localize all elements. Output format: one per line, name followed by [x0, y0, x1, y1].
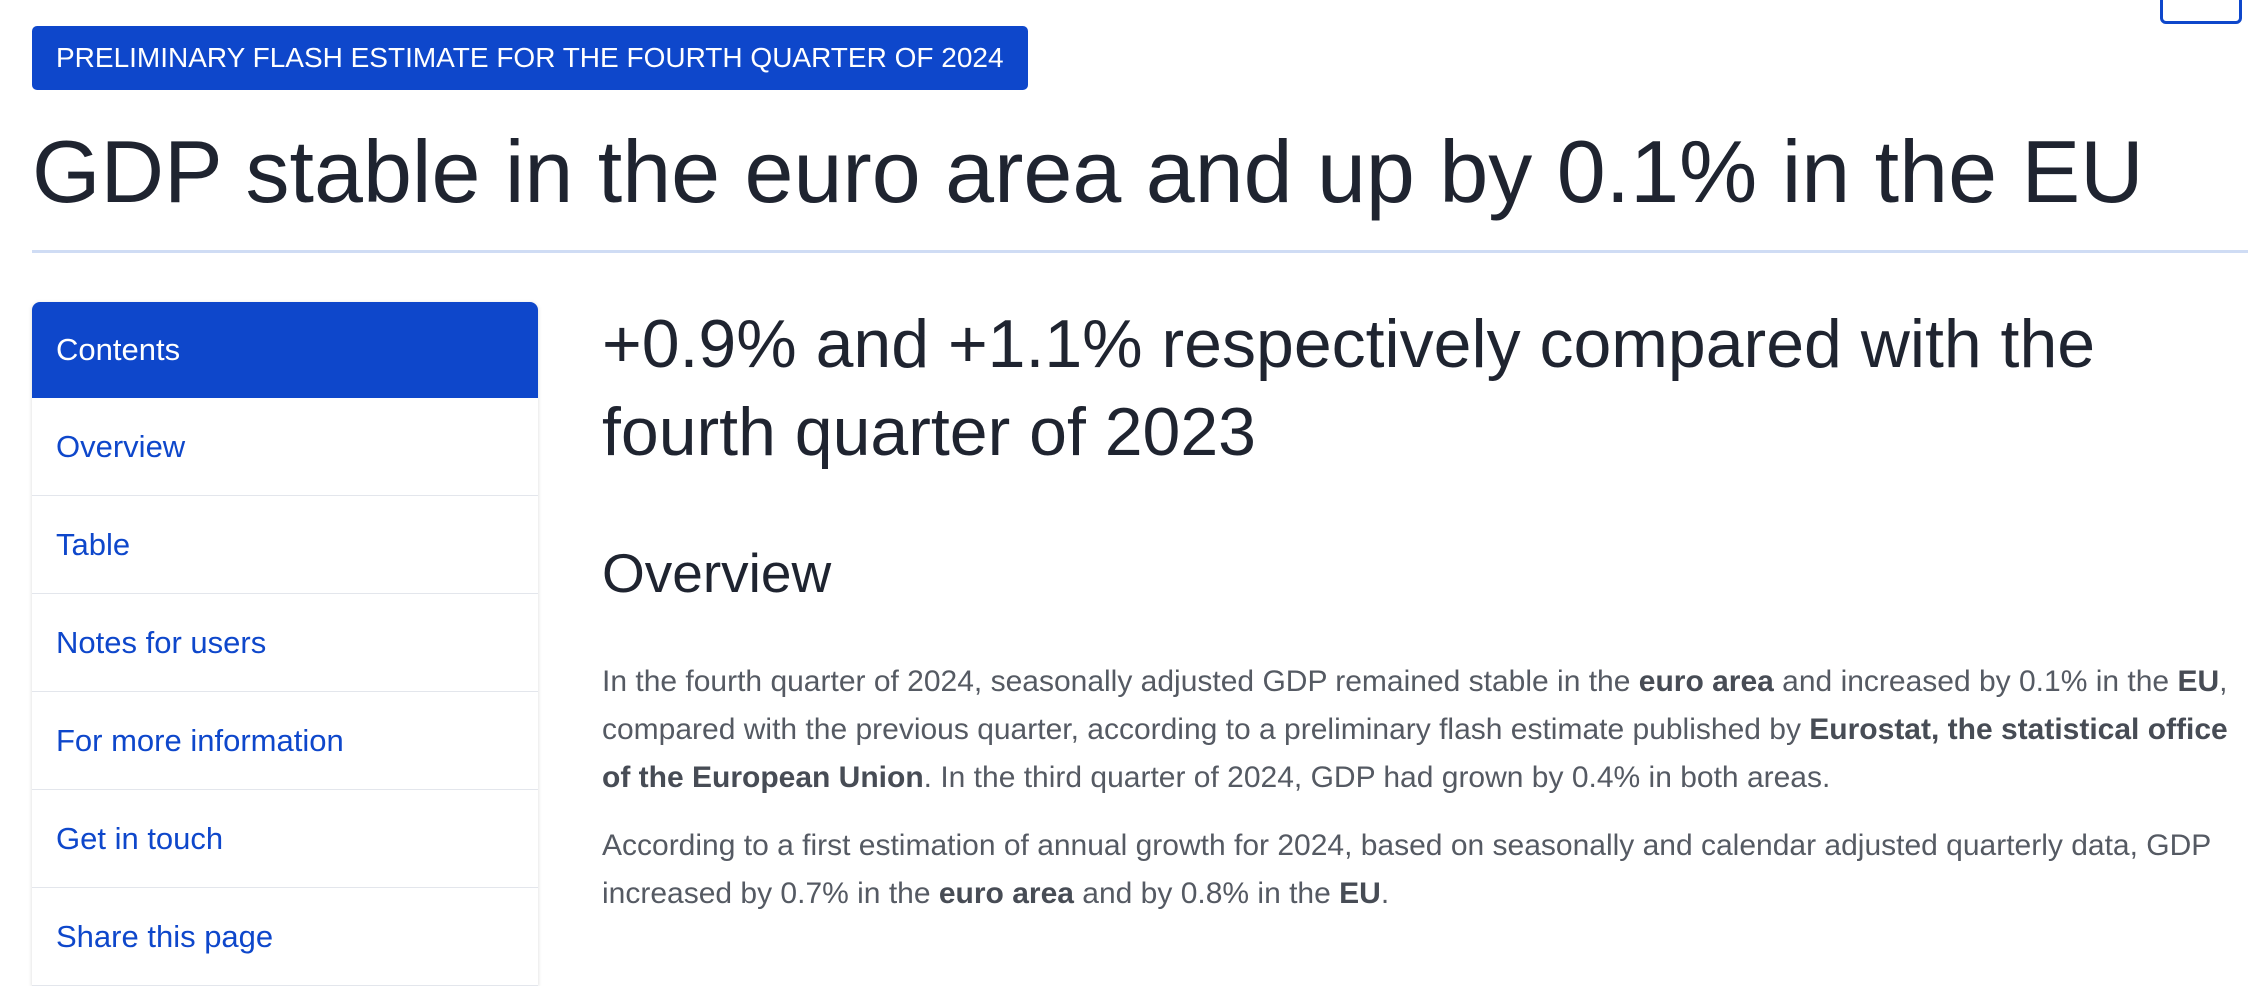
- nav-link[interactable]: Table: [32, 496, 538, 594]
- nav-link[interactable]: Get in touch: [32, 790, 538, 888]
- paragraph: In the fourth quarter of 2024, seasonall…: [602, 658, 2248, 802]
- contents-nav: Contents Overview Table Notes for users For…: [32, 302, 538, 986]
- text: and by 0.8% in the: [1073, 877, 1340, 910]
- subtitle: +0.9% and +1.1% respectively compared wi…: [602, 306, 2096, 470]
- main-content: +0.9% and +1.1% respectively compared wi…: [602, 300, 2248, 918]
- corner-button[interactable]: [2160, 0, 2242, 24]
- nav-link[interactable]: For more information: [32, 692, 538, 790]
- bold-text: Eurostat, the statistical office of the …: [602, 713, 2228, 794]
- nav-list: Overview Table Notes for users For more inf…: [32, 398, 538, 986]
- text: . In the third quarter of 2024, GDP had …: [923, 761, 1831, 794]
- text: .: [1380, 877, 1390, 910]
- paragraphs: In the fourth quarter of 2024, seasonall…: [602, 658, 2248, 918]
- divider: [32, 250, 2248, 253]
- page-title: GDP stable in the euro area and up by 0.…: [32, 122, 2144, 221]
- nav-link[interactable]: Share this page: [32, 888, 538, 986]
- text: , compared with the previous quarter, ac…: [602, 665, 2228, 746]
- badge: PRELIMINARY FLASH ESTIMATE FOR THE FOURT…: [32, 26, 1028, 90]
- page: Eurostat flash estimate html, body { mar…: [32, 0, 2248, 986]
- text: In the fourth quarter of 2024, seasonall…: [602, 665, 1639, 698]
- bold-text: EU: [1339, 877, 1381, 910]
- contents-heading: Contents: [32, 302, 538, 398]
- bold-text: EU: [2177, 665, 2220, 698]
- nav-link[interactable]: Notes for users: [32, 594, 538, 692]
- page-body: {"header": {"badge": "PRELIMINARY FLASH …: [32, 0, 2248, 986]
- bold-text: euro area: [938, 877, 1074, 910]
- section-heading: Overview: [602, 542, 832, 604]
- text: and increased by 0.1% in the: [1773, 665, 2178, 698]
- text: According to a first estimation of annua…: [602, 829, 2211, 910]
- bold-text: euro area: [1638, 665, 1774, 698]
- nav-link[interactable]: Overview: [32, 398, 538, 496]
- paragraph: According to a first estimation of annua…: [602, 822, 2248, 918]
